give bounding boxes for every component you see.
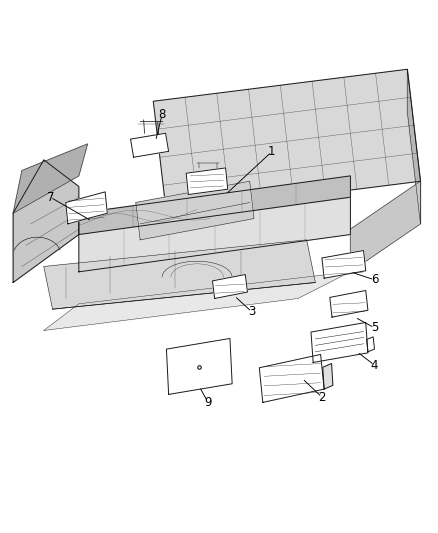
Polygon shape	[212, 274, 247, 298]
Polygon shape	[323, 364, 333, 389]
Polygon shape	[407, 69, 420, 224]
Polygon shape	[367, 337, 374, 352]
Text: 8: 8	[159, 108, 166, 121]
Polygon shape	[166, 338, 232, 394]
Polygon shape	[322, 251, 366, 278]
Polygon shape	[44, 272, 350, 330]
Text: 7: 7	[46, 191, 54, 204]
Polygon shape	[259, 354, 324, 402]
Text: 3: 3	[248, 305, 255, 318]
Polygon shape	[66, 192, 107, 224]
Polygon shape	[186, 168, 228, 195]
Text: 4: 4	[371, 359, 378, 372]
Polygon shape	[13, 160, 79, 282]
Text: 9: 9	[204, 396, 212, 409]
Polygon shape	[79, 187, 350, 272]
Polygon shape	[153, 69, 420, 213]
Polygon shape	[131, 133, 169, 157]
Polygon shape	[330, 290, 368, 317]
Text: 5: 5	[371, 321, 378, 334]
Text: 1: 1	[268, 146, 276, 158]
Polygon shape	[311, 322, 368, 362]
Polygon shape	[79, 176, 350, 235]
Text: 6: 6	[371, 273, 378, 286]
Polygon shape	[13, 144, 88, 213]
Polygon shape	[44, 240, 315, 309]
Polygon shape	[350, 181, 420, 272]
Text: 2: 2	[318, 391, 326, 403]
Polygon shape	[136, 181, 254, 240]
